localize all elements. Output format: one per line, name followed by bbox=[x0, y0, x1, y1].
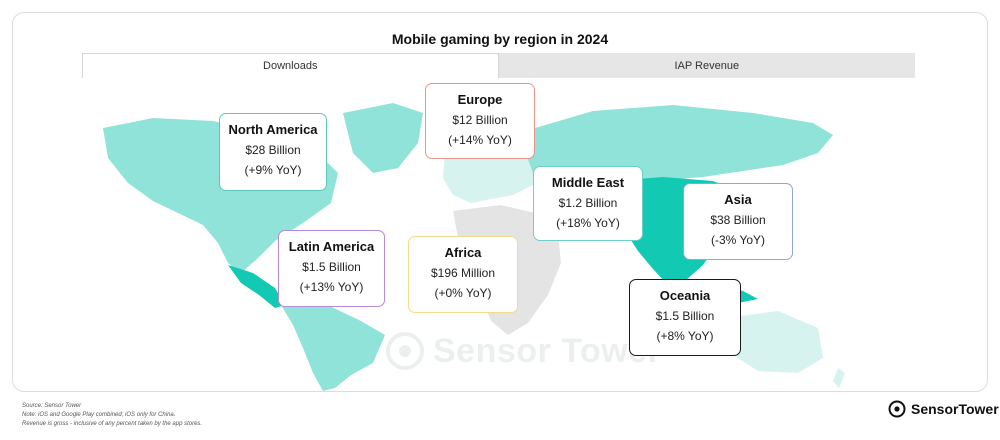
map-greenland bbox=[343, 103, 423, 173]
callout-latin-america: Latin America $1.5 Billion (+13% YoY) bbox=[278, 230, 385, 307]
callout-middle-east: Middle East $1.2 Billion (+18% YoY) bbox=[533, 166, 643, 241]
chart-title: Mobile gaming by region in 2024 bbox=[391, 31, 609, 47]
map-central-america bbox=[228, 265, 285, 308]
tab-bar: Downloads IAP Revenue bbox=[82, 53, 915, 78]
tab-iap-revenue[interactable]: IAP Revenue bbox=[498, 53, 915, 78]
map-south-america bbox=[281, 303, 385, 391]
revenue-note: Revenue is gross - inclusive of any perc… bbox=[22, 421, 203, 427]
region-change: (+0% YoY) bbox=[434, 286, 492, 300]
watermark-logo-icon bbox=[386, 332, 424, 370]
brand-name: SensorTower bbox=[911, 401, 999, 417]
map-russia bbox=[518, 105, 833, 185]
callout-asia: Asia $38 Billion (-3% YoY) bbox=[683, 183, 793, 260]
platform-note: Note: iOS and Google Play combined; iOS … bbox=[22, 412, 176, 418]
map-oceania bbox=[725, 311, 823, 373]
region-name: Africa bbox=[444, 245, 482, 260]
callout-oceania: Oceania $1.5 Billion (+8% YoY) bbox=[629, 279, 741, 356]
region-value: $38 Billion bbox=[710, 213, 766, 227]
region-value: $28 Billion bbox=[245, 143, 301, 157]
region-value: $12 Billion bbox=[452, 113, 508, 127]
callout-north-america: North America $28 Billion (+9% YoY) bbox=[219, 113, 327, 191]
watermark-text: Sensor Tower bbox=[433, 331, 662, 370]
region-change: (+14% YoY) bbox=[448, 133, 512, 147]
region-name: Europe bbox=[457, 92, 503, 107]
region-name: North America bbox=[228, 122, 318, 137]
region-value: $1.2 Billion bbox=[558, 196, 618, 210]
region-change: (+18% YoY) bbox=[556, 216, 620, 230]
callout-africa: Africa $196 Million (+0% YoY) bbox=[408, 236, 518, 313]
watermark: Sensor Tower bbox=[385, 331, 661, 371]
region-value: $196 Million bbox=[430, 266, 496, 280]
sensor-tower-logo-icon bbox=[888, 400, 906, 418]
region-value: $1.5 Billion bbox=[302, 260, 361, 274]
brand-logo: SensorTower bbox=[888, 400, 999, 418]
tab-downloads[interactable]: Downloads bbox=[82, 53, 499, 78]
region-change: (+13% YoY) bbox=[299, 280, 364, 294]
region-change: (+8% YoY) bbox=[656, 329, 714, 343]
region-name: Oceania bbox=[659, 288, 711, 303]
region-value: $1.5 Billion bbox=[655, 309, 715, 323]
region-change: (+9% YoY) bbox=[244, 163, 302, 177]
region-name: Middle East bbox=[551, 175, 625, 190]
footer-notes: Source: Sensor Tower Note: iOS and Googl… bbox=[22, 402, 202, 429]
chart-card: Mobile gaming by region in 2024 Download… bbox=[12, 12, 988, 392]
region-name: Asia bbox=[724, 192, 752, 207]
region-change: (-3% YoY) bbox=[710, 233, 766, 247]
map-new-zealand bbox=[833, 368, 845, 388]
source-note: Source: Sensor Tower bbox=[22, 403, 82, 409]
region-name: Latin America bbox=[288, 239, 375, 254]
callout-europe: Europe $12 Billion (+14% YoY) bbox=[425, 83, 535, 159]
